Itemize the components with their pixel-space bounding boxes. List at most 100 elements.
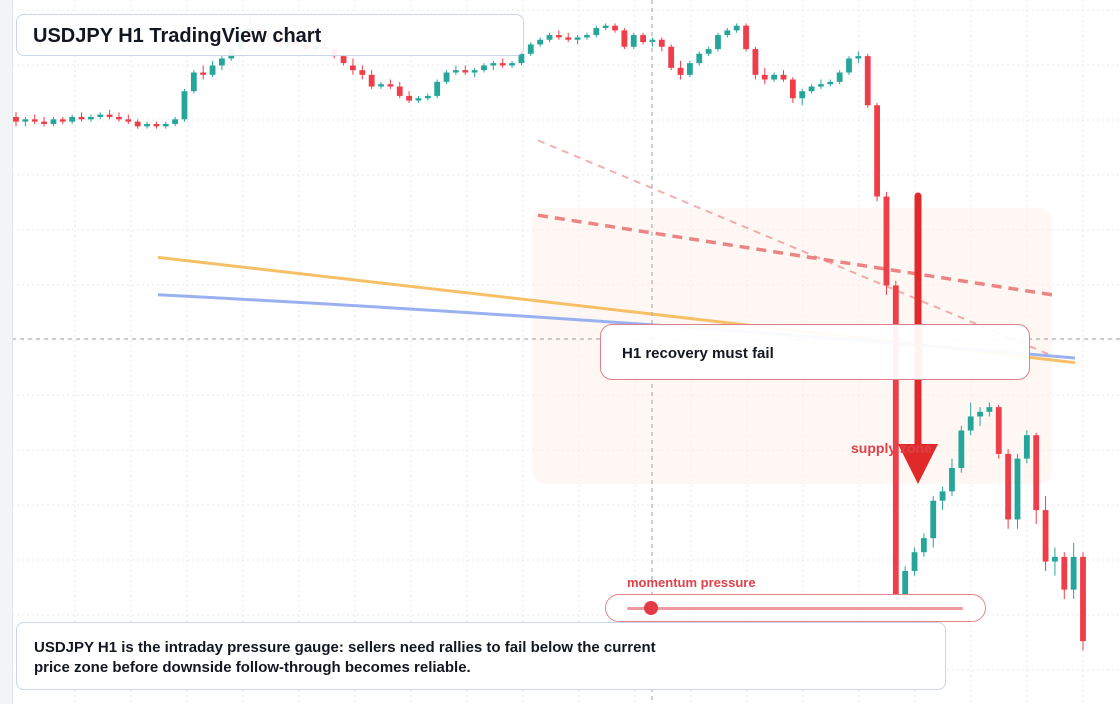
candle-body: [640, 35, 646, 43]
momentum-gauge-track: [627, 607, 963, 610]
chart-title: USDJPY H1 TradingView chart: [33, 25, 322, 47]
candle-body: [97, 114, 104, 117]
candle-body: [434, 81, 441, 96]
candle-body: [144, 123, 150, 127]
candle-body: [658, 39, 665, 47]
candle-body: [864, 56, 871, 106]
recovery-callout: H1 recovery must fail: [600, 324, 1030, 380]
candle-body: [939, 491, 946, 501]
candle-body: [509, 63, 515, 66]
candle-body: [818, 84, 824, 87]
chart-title-panel: USDJPY H1 TradingView chart: [16, 14, 524, 56]
candle-body: [200, 72, 207, 75]
price-scale-rail[interactable]: [0, 0, 13, 704]
candle-body: [874, 105, 880, 197]
candle-body: [424, 95, 431, 99]
candle-body: [696, 53, 703, 64]
candle-body: [1005, 453, 1012, 520]
candle-body: [387, 84, 394, 87]
candle-body: [378, 84, 384, 87]
candle-body: [808, 86, 815, 92]
candle-body: [350, 65, 356, 71]
candle-body: [537, 39, 544, 45]
candle-body: [368, 74, 375, 87]
candle-body: [190, 72, 197, 92]
candle-body: [986, 407, 993, 412]
candle-body: [761, 74, 768, 80]
candle-body: [471, 70, 478, 73]
candle-body: [846, 58, 852, 73]
candle-body: [490, 63, 497, 66]
candle-body: [584, 35, 590, 38]
candle-body: [13, 116, 19, 122]
candle-body: [752, 49, 759, 75]
candle-body: [1014, 458, 1021, 520]
candle-body: [743, 25, 749, 50]
candle-body: [499, 63, 506, 66]
candle-body: [87, 116, 94, 120]
candle-body: [911, 552, 918, 571]
candle-body: [41, 121, 47, 124]
candle-body: [958, 430, 965, 468]
arrow-head: [898, 444, 938, 484]
candle-body: [518, 53, 525, 64]
candle-body: [602, 25, 609, 29]
candle-body: [967, 416, 974, 431]
recovery-note: H1 recovery must fail: [622, 345, 774, 362]
candle-body: [1080, 556, 1086, 642]
candle-body: [406, 95, 413, 101]
candle-body: [995, 407, 1002, 454]
candle-body: [771, 74, 778, 80]
candle-body: [836, 72, 843, 82]
candle-body: [78, 116, 85, 120]
candle-body: [1023, 435, 1030, 459]
trendline: [537, 139, 1053, 357]
candle-body: [715, 35, 721, 50]
candle-body: [593, 28, 600, 36]
candle-body: [724, 30, 731, 36]
candle-body: [181, 91, 188, 120]
candle-body: [883, 196, 890, 286]
candle-body: [481, 65, 487, 71]
candle-body: [789, 79, 796, 99]
candle-body: [565, 37, 572, 40]
candle-body: [827, 81, 834, 85]
candle-body: [527, 44, 534, 54]
momentum-gauge-knob: [643, 601, 658, 615]
candle-body: [153, 123, 160, 127]
candle-body: [1052, 556, 1058, 562]
candle-body: [106, 114, 113, 117]
caption-panel: USDJPY H1 is the intraday pressure gauge…: [16, 622, 946, 690]
candle-body: [69, 116, 76, 122]
candle-body: [977, 411, 983, 417]
candle-body: [340, 56, 347, 64]
candle-body: [780, 74, 787, 80]
candle-body: [453, 70, 459, 73]
candle-body: [50, 119, 57, 124]
candle-body: [668, 46, 675, 68]
candle-body: [686, 63, 693, 75]
candle-body: [920, 538, 927, 553]
candle-body: [677, 67, 684, 75]
candle-body: [621, 30, 628, 47]
candle-body: [219, 58, 225, 66]
momentum-pressure-label: momentum pressure: [627, 575, 756, 590]
bearish-trendlines: [537, 139, 1053, 357]
supply-zone-label: supply zone: [851, 440, 932, 456]
candle-body: [612, 25, 618, 31]
candle-body: [415, 98, 422, 101]
candle-body: [799, 91, 806, 99]
candle-body: [902, 570, 909, 595]
candle-body: [359, 70, 366, 75]
candle-body: [125, 119, 132, 122]
candle-body: [555, 35, 562, 38]
candle-body: [172, 119, 179, 124]
candle-body: [31, 119, 38, 122]
candle-body: [1070, 556, 1077, 590]
candle-body: [116, 116, 122, 120]
candle-body: [892, 285, 899, 595]
down-arrow-icon: [898, 192, 938, 484]
candle-body: [1061, 556, 1068, 590]
candle-body: [443, 72, 450, 82]
candle-body: [162, 123, 169, 127]
